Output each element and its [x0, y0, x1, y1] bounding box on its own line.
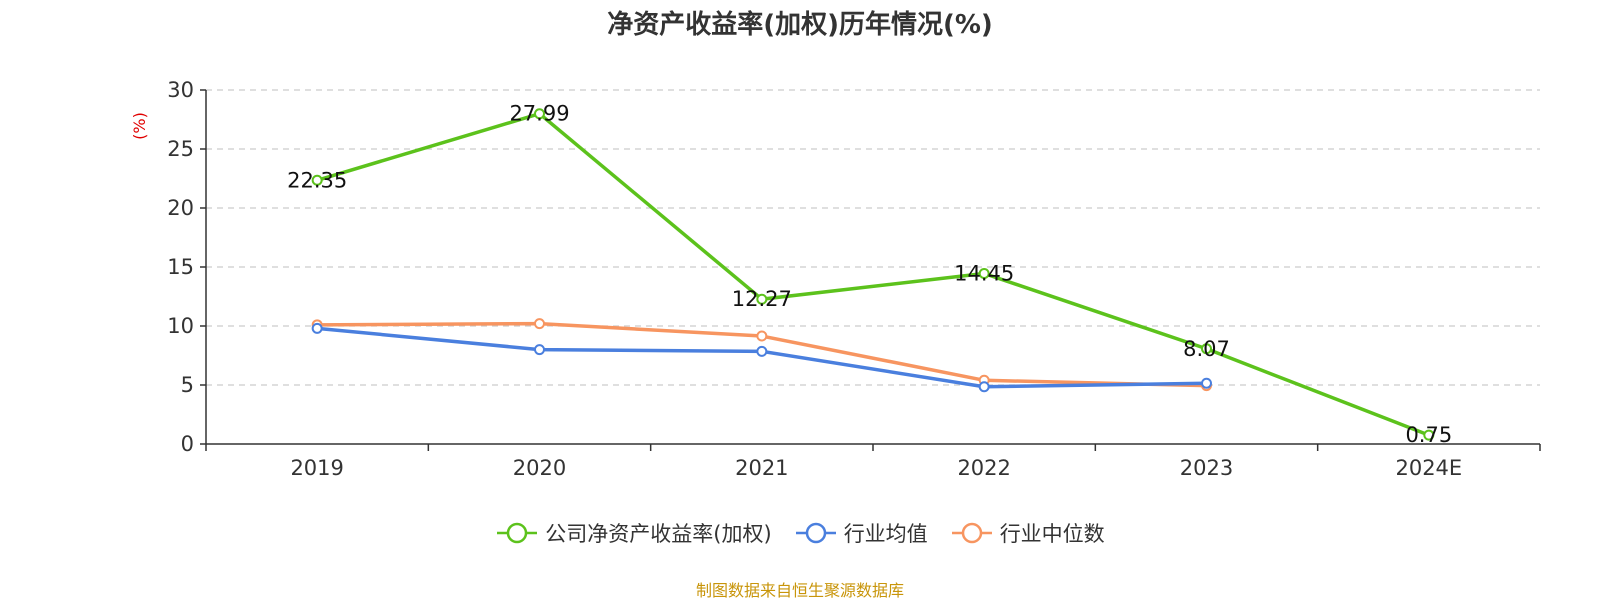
legend-line-circle-icon: [795, 522, 836, 544]
legend-label: 行业中位数: [999, 522, 1105, 546]
y-tick-label: 0: [181, 432, 194, 456]
source-note: 制图数据来自恒生聚源数据库: [695, 581, 904, 600]
grid-lines: [206, 89, 1540, 386]
y-tick-label: 30: [167, 78, 194, 102]
y-tick-label: 10: [167, 314, 194, 338]
data-label: 12.27: [732, 287, 792, 311]
axes: 0 5 10 15 20 25 30 2019 2020 2021 2022 2023 2024E (%): [130, 78, 1541, 480]
legend-line-circle-icon: [497, 522, 538, 544]
data-point[interactable]: [756, 330, 768, 342]
data-point[interactable]: [978, 381, 990, 393]
data-point[interactable]: [1423, 429, 1435, 441]
y-tick-label: 5: [181, 373, 194, 397]
data-label: 0.75: [1405, 423, 1452, 447]
data-labels: 22.35 27.99 12.27 14.45 8.07 0.75: [287, 102, 1452, 447]
legend-item-0[interactable]: 公司净资产收益率(加权): [495, 518, 772, 548]
x-tick-label: 2022: [957, 456, 1010, 480]
y-axis-unit-label: (%): [130, 112, 149, 140]
data-label: 27.99: [509, 102, 569, 126]
data-point[interactable]: [978, 267, 990, 279]
data-point[interactable]: [1201, 343, 1212, 355]
legend-label: 公司净资产收益率(加权): [545, 522, 772, 546]
chart-title: 净资产收益率(加权)历年情况(%): [607, 10, 993, 40]
x-tick-label: 2023: [1180, 456, 1233, 480]
data-label: 22.35: [287, 168, 347, 192]
data-point[interactable]: [311, 174, 323, 186]
x-tick-label: 2021: [735, 456, 788, 480]
y-tick-label: 20: [167, 196, 194, 220]
data-point[interactable]: [534, 318, 545, 330]
data-label: 8.07: [1183, 337, 1230, 361]
x-tick-label: 2019: [290, 456, 343, 480]
legend: 公司净资产收益率(加权) 行业均值 行业中位数: [0, 518, 1600, 548]
data-point[interactable]: [756, 293, 768, 305]
y-tick-label: 15: [167, 255, 194, 279]
legend-line-circle-icon: [951, 522, 992, 544]
series-line-0: [315, 111, 1431, 437]
data-point[interactable]: [534, 344, 545, 356]
legend-label: 行业均值: [843, 522, 928, 546]
data-point[interactable]: [756, 345, 768, 357]
series-lines: [311, 108, 1435, 441]
data-point[interactable]: [311, 322, 323, 334]
y-tick-label: 25: [167, 137, 194, 161]
x-tick-label: 2024E: [1395, 456, 1462, 480]
x-tick-label: 2020: [513, 456, 566, 480]
data-point[interactable]: [534, 108, 545, 120]
legend-item-2[interactable]: 行业中位数: [950, 518, 1105, 548]
data-label: 14.45: [954, 261, 1014, 285]
data-point[interactable]: [1201, 377, 1212, 389]
legend-item-1[interactable]: 行业均值: [794, 518, 928, 548]
